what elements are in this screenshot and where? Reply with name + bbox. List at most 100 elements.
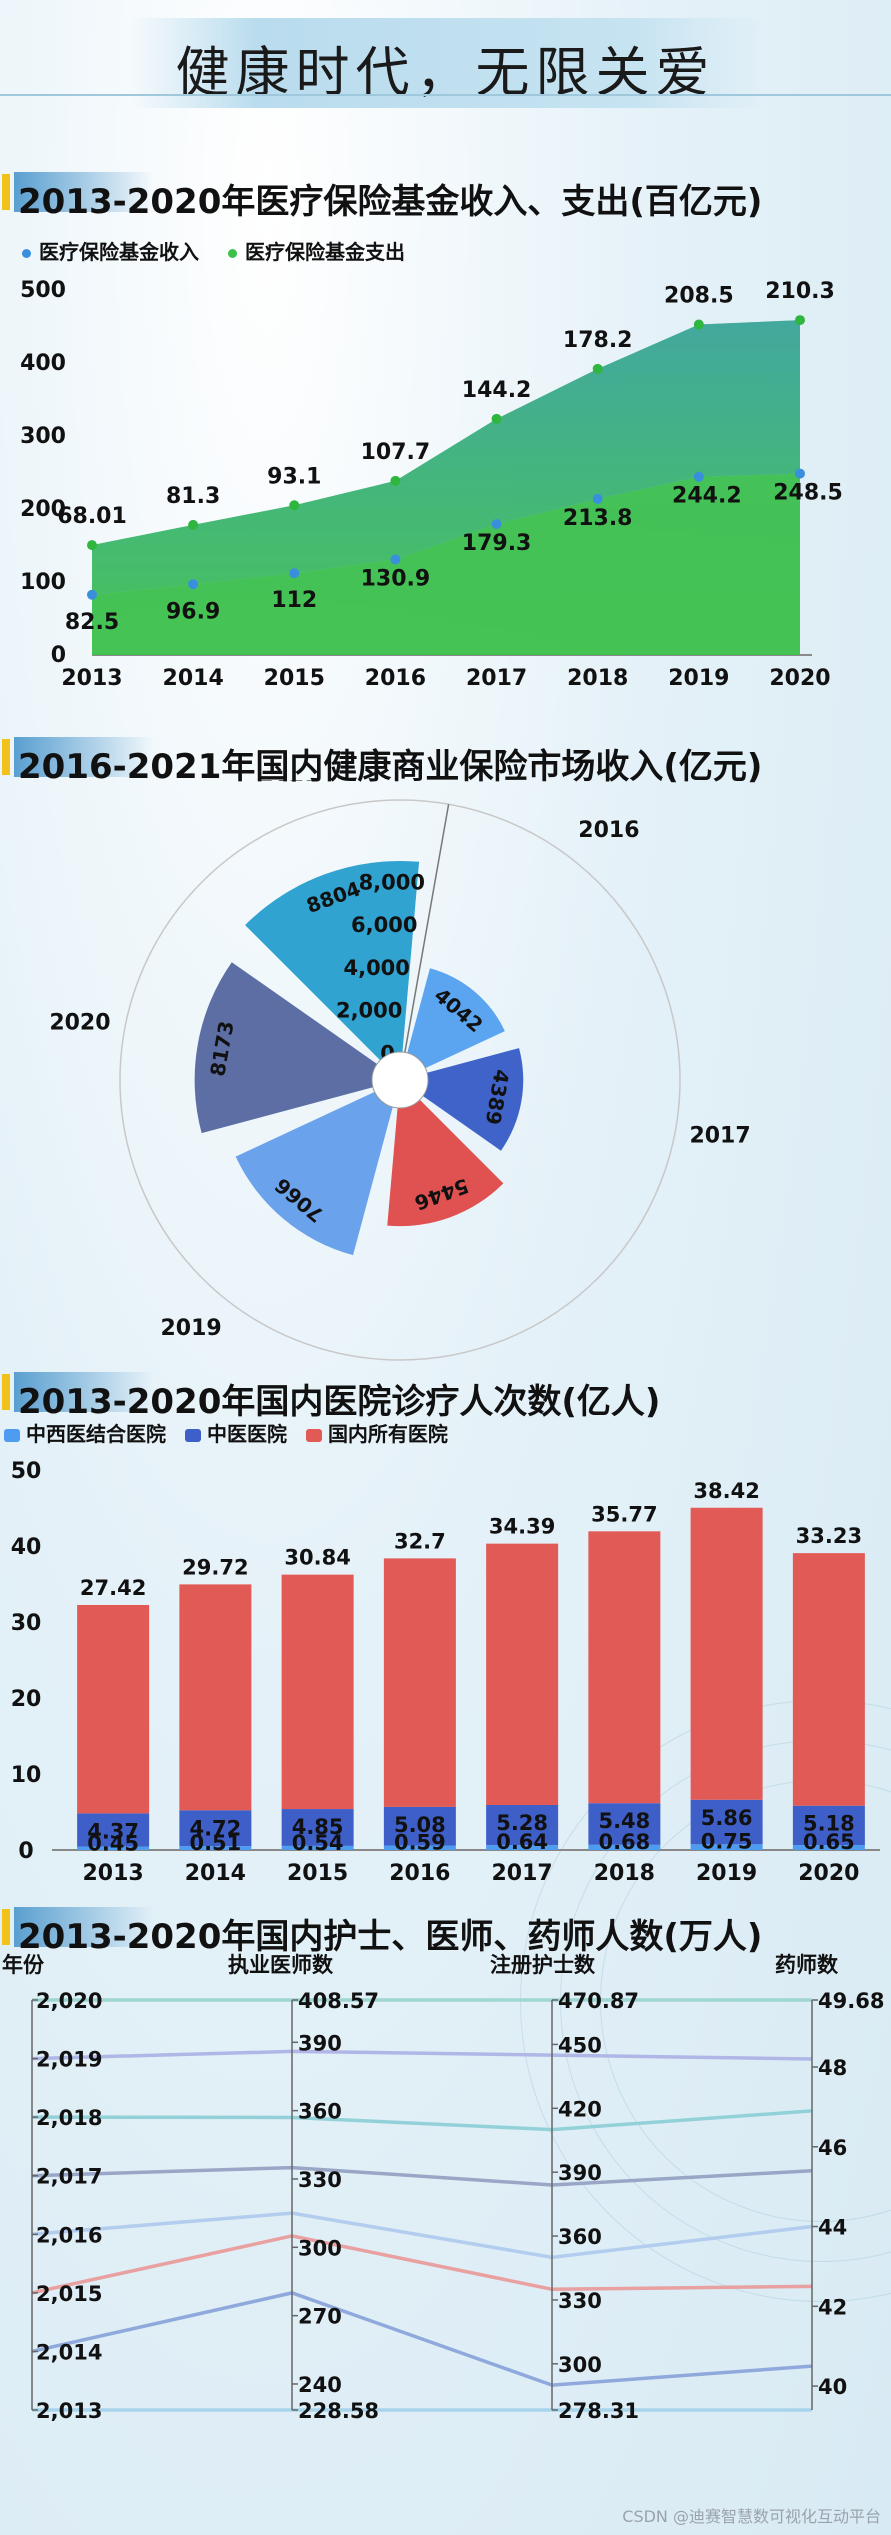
axis-name: 注册护士数 — [490, 1953, 596, 1977]
bar-segment-all-hospitals — [77, 1604, 150, 1814]
income-area — [92, 473, 800, 655]
radial-tick-label: 8,000 — [359, 870, 425, 894]
y-tick-label: 0 — [51, 643, 66, 668]
bar-segment-tcm — [690, 1799, 763, 1845]
bar-label-integrated: 0.51 — [189, 1831, 241, 1855]
bar-segment-integrated — [77, 1846, 150, 1850]
radial-tick-label: 2,000 — [336, 999, 402, 1023]
x-tick-label: 2015 — [264, 666, 325, 691]
parallel-coordinates-chart: 年份 执业医师数 注册护士数 药师数 2,013 2,014 2,015 2,016 2,017… — [2, 1953, 884, 2423]
legend-item[interactable]: 医疗保险基金收入 — [22, 240, 199, 264]
x-tick-label: 2017 — [492, 1861, 553, 1886]
axis-name: 药师数 — [775, 1953, 839, 1977]
axis-tick-label: 408.57 — [298, 1989, 379, 2013]
x-tick-label: 2017 — [466, 666, 527, 691]
polar-outer-ring — [119, 799, 681, 1361]
axis-tick-label: 2,015 — [36, 2282, 102, 2306]
polar-category-label: 2019 — [160, 1316, 221, 1341]
income-point — [491, 519, 502, 530]
polar-bar-2021 — [245, 860, 420, 1061]
axis-tick-label: 48 — [818, 2056, 847, 2080]
bar-segment-integrated — [486, 1845, 559, 1850]
axis-tick-label: 2,016 — [36, 2223, 102, 2247]
expense-point — [592, 363, 603, 374]
bar-segment-tcm — [792, 1805, 865, 1846]
section-title-highlight — [14, 1907, 154, 1947]
polar-bar-chart: 4042201643892017544620187066201981732020… — [49, 780, 751, 1361]
section-title: 2016-2021年国内健康商业保险市场收入(亿元) — [18, 747, 763, 787]
bar-segment-integrated — [588, 1844, 661, 1850]
income-point — [795, 468, 805, 479]
polar-bar-2020 — [194, 962, 378, 1134]
parallel-line-2016 — [31, 2211, 813, 2260]
income-data-label: 112 — [271, 588, 317, 613]
bar-label-tcm: 4.85 — [292, 1815, 344, 1839]
bar-label-tcm: 5.86 — [701, 1806, 753, 1830]
x-tick-label: 2013 — [61, 666, 122, 691]
axis-tick-label: 420 — [558, 2097, 602, 2121]
legend-item[interactable]: 医疗保险基金支出 — [227, 240, 405, 264]
income-data-label: 244.2 — [672, 484, 742, 509]
radial-tick-label: 4,000 — [343, 956, 409, 980]
y-tick-label: 500 — [20, 278, 66, 303]
expense-point — [795, 315, 805, 326]
axis-tick-label: 330 — [298, 2168, 342, 2192]
expense-data-label: 107.7 — [361, 440, 431, 465]
x-tick-label: 2018 — [594, 1861, 655, 1886]
bar-segment-tcm — [179, 1810, 252, 1847]
bar-segment-integrated — [179, 1846, 252, 1850]
bar-label-tcm: 4.72 — [189, 1816, 241, 1840]
x-tick-label: 2015 — [287, 1861, 348, 1886]
legend-label: 中西医结合医院 — [26, 1422, 166, 1446]
legend-label: 中医医院 — [206, 1422, 287, 1446]
y-tick-label: 20 — [11, 1687, 42, 1712]
legend-label: 医疗保险基金支出 — [244, 240, 405, 264]
section-title: 2013-2020年医疗保险基金收入、支出(百亿元) — [18, 182, 763, 222]
expense-point — [693, 319, 704, 330]
expense-data-label: 178.2 — [563, 328, 633, 353]
income-point — [390, 554, 401, 565]
polar-bar-2017 — [422, 1048, 524, 1151]
bar-label-total: 34.39 — [489, 1515, 555, 1539]
axis-tick-label: 2,014 — [36, 2340, 102, 2364]
axis-tick-label: 240 — [298, 2373, 342, 2397]
axis-tick-label: 390 — [298, 2031, 342, 2055]
axis-tick-label: 300 — [558, 2353, 602, 2377]
bar-label-total: 32.7 — [394, 1529, 446, 1553]
expense-point — [188, 519, 199, 530]
legend-item[interactable]: 国内所有医院 — [305, 1422, 448, 1446]
axis-tick-label: 360 — [558, 2225, 602, 2249]
bar-label-total: 35.77 — [591, 1502, 657, 1526]
bar-label-tcm: 5.28 — [496, 1811, 548, 1835]
expense-point — [289, 500, 300, 511]
chart-legend[interactable]: 医疗保险基金收入 医疗保险基金支出 — [22, 236, 427, 265]
legend-swatch — [305, 1429, 322, 1442]
x-tick-label: 2016 — [389, 1861, 450, 1886]
y-tick-label: 50 — [11, 1459, 42, 1484]
parallel-line-2019 — [31, 2049, 813, 2061]
bar-segment-integrated — [383, 1845, 456, 1850]
axis-tick-label: 2,013 — [36, 2399, 102, 2423]
y-tick-label: 300 — [20, 424, 66, 449]
legend-item[interactable]: 中医医院 — [184, 1422, 287, 1446]
axis-tick-label: 2,018 — [36, 2106, 102, 2130]
page-title: 健康时代，无限关爱 — [175, 41, 716, 104]
axis-name: 年份 — [2, 1953, 45, 1977]
income-data-label: 96.9 — [166, 599, 220, 624]
section-marker — [2, 1909, 10, 1945]
chart-legend[interactable]: 中西医结合医院 中医医院 国内所有医院 — [4, 1418, 470, 1447]
title-banner — [130, 18, 761, 108]
x-tick-label: 2019 — [696, 1861, 757, 1886]
expense-point — [491, 413, 502, 424]
bar-label-total: 29.72 — [182, 1555, 248, 1579]
bar-segment-all-hospitals — [383, 1558, 456, 1807]
axis-tick-label: 2,017 — [36, 2165, 102, 2189]
bar-segment-all-hospitals — [792, 1553, 865, 1806]
legend-swatch — [184, 1429, 201, 1442]
income-data-label: 179.3 — [462, 531, 532, 556]
section-marker — [2, 739, 10, 775]
legend-swatch — [4, 1429, 20, 1442]
section-title: 2013-2020年国内医院诊疗人次数(亿人) — [18, 1382, 661, 1422]
legend-item[interactable]: 中西医结合医院 — [4, 1422, 166, 1446]
